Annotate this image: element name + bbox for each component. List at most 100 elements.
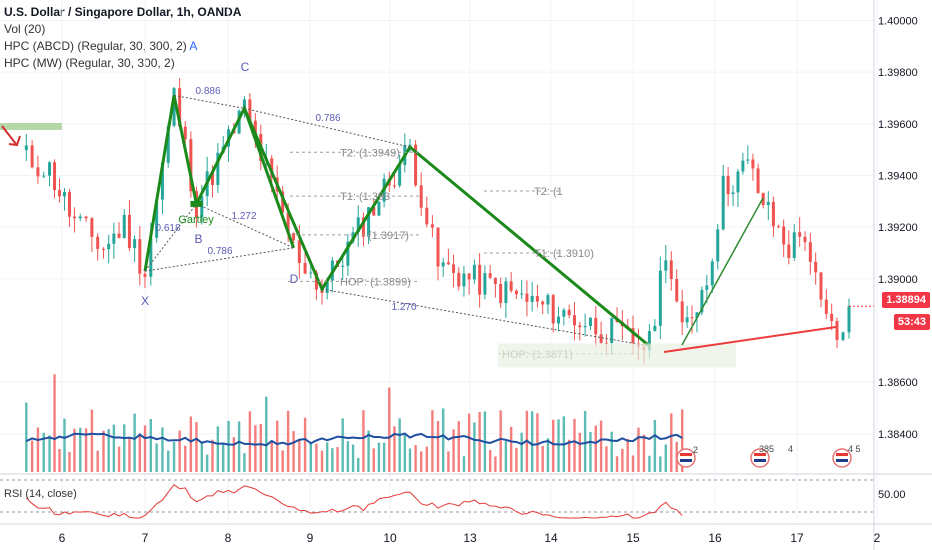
volume-bar (509, 426, 513, 472)
candle-body (377, 201, 381, 216)
candle (216, 143, 220, 193)
candle-body (509, 281, 513, 291)
candle (782, 219, 786, 258)
volume-bar (589, 432, 592, 472)
candle (292, 232, 296, 244)
volume-bar (499, 410, 502, 472)
volume-bar (420, 451, 423, 472)
x-tick-label-5: 13 (463, 531, 477, 545)
prior-zone (0, 123, 62, 130)
candle-body (253, 120, 257, 135)
volume-bar (331, 448, 334, 472)
candle-body (112, 233, 116, 244)
candle-body (425, 207, 429, 225)
volume-bar (303, 417, 307, 472)
entry-arrow-icon (1, 125, 21, 147)
candle-body (814, 261, 818, 273)
volume-bar (336, 447, 339, 472)
volume-bar (102, 430, 105, 472)
candle-body (341, 265, 345, 267)
candle (398, 154, 402, 188)
volume-bar (79, 427, 82, 472)
countdown-label: 53:43 (893, 314, 930, 330)
candle (138, 226, 142, 286)
volume-bar (367, 430, 370, 472)
hpc-mw-indicator-label[interactable]: HPC (MW) (Regular, 30, 300, 2) (4, 56, 175, 70)
candle-body (414, 144, 418, 186)
candle (430, 215, 434, 238)
volume-bar (63, 418, 66, 472)
candle-body (446, 262, 450, 265)
candle-body (803, 236, 807, 243)
candle (446, 248, 450, 265)
candle-body (830, 313, 834, 321)
candle (819, 272, 823, 308)
point-label-c: C (241, 60, 250, 74)
volume-bars (25, 374, 684, 472)
ratio-label: 0.618 (155, 223, 180, 234)
y-tick-label-7: 1.38400 (878, 429, 918, 441)
volume-bar (286, 410, 290, 472)
x-tick-label-2: 8 (225, 531, 232, 545)
rsi-indicator-label[interactable]: RSI (14, close) (4, 488, 77, 500)
candle (36, 155, 40, 184)
volume-bar (178, 430, 181, 472)
candle (685, 305, 689, 328)
volume-bar (431, 410, 434, 472)
volume-bar (184, 445, 187, 472)
candle (72, 207, 76, 233)
volume-bar (325, 442, 329, 472)
candle (478, 253, 482, 308)
hpc-abcd-indicator-label[interactable]: HPC (ABCD) (Regular, 30, 300, 2) A (4, 38, 241, 55)
candle-body (270, 158, 274, 178)
volume-bar (583, 410, 587, 472)
candle-body (567, 309, 571, 316)
candle (664, 245, 668, 284)
volume-bar (664, 444, 667, 472)
candle (721, 165, 725, 231)
candle-body (798, 232, 802, 237)
volume-bar (58, 448, 61, 472)
candle-body (716, 229, 720, 262)
volume-bar (298, 440, 301, 472)
candle-body (541, 301, 545, 305)
volume-bar (346, 441, 350, 472)
candle (814, 252, 818, 285)
candle (680, 289, 684, 335)
volume-bar (276, 420, 279, 472)
volume-bar (552, 419, 555, 472)
candle (716, 223, 720, 270)
chart-legend: U.S. Dollar / Singapore Dollar, 1h, OAND… (4, 4, 241, 72)
volume-bar (642, 434, 646, 472)
candle (756, 163, 760, 194)
volume-bar (541, 445, 544, 472)
candle-body (695, 312, 699, 318)
candle-body (392, 185, 396, 187)
candle (53, 159, 57, 199)
candle (452, 254, 456, 288)
gartley-bd-dotted (196, 203, 294, 249)
volume-bar (123, 424, 126, 472)
candle-body (441, 262, 445, 267)
point-label-x: X (141, 294, 149, 308)
candle-body (160, 162, 164, 200)
candle-body (398, 165, 402, 186)
candle-body (24, 145, 28, 151)
candle (653, 319, 657, 332)
candle-body (309, 272, 313, 274)
candle-body (578, 325, 582, 328)
volume-indicator-label[interactable]: Vol (20) (4, 22, 46, 36)
candle-body (143, 273, 147, 277)
candle-body (700, 289, 704, 313)
candle (741, 152, 745, 175)
volume-bar (425, 446, 428, 472)
candle (675, 269, 679, 303)
candle (42, 171, 46, 179)
rsi-line (25, 484, 683, 519)
candle-body (367, 207, 371, 237)
candle-body (452, 264, 456, 273)
x-tick-label-0: 6 (59, 531, 66, 545)
candle-body (841, 332, 845, 340)
candle (67, 189, 71, 227)
